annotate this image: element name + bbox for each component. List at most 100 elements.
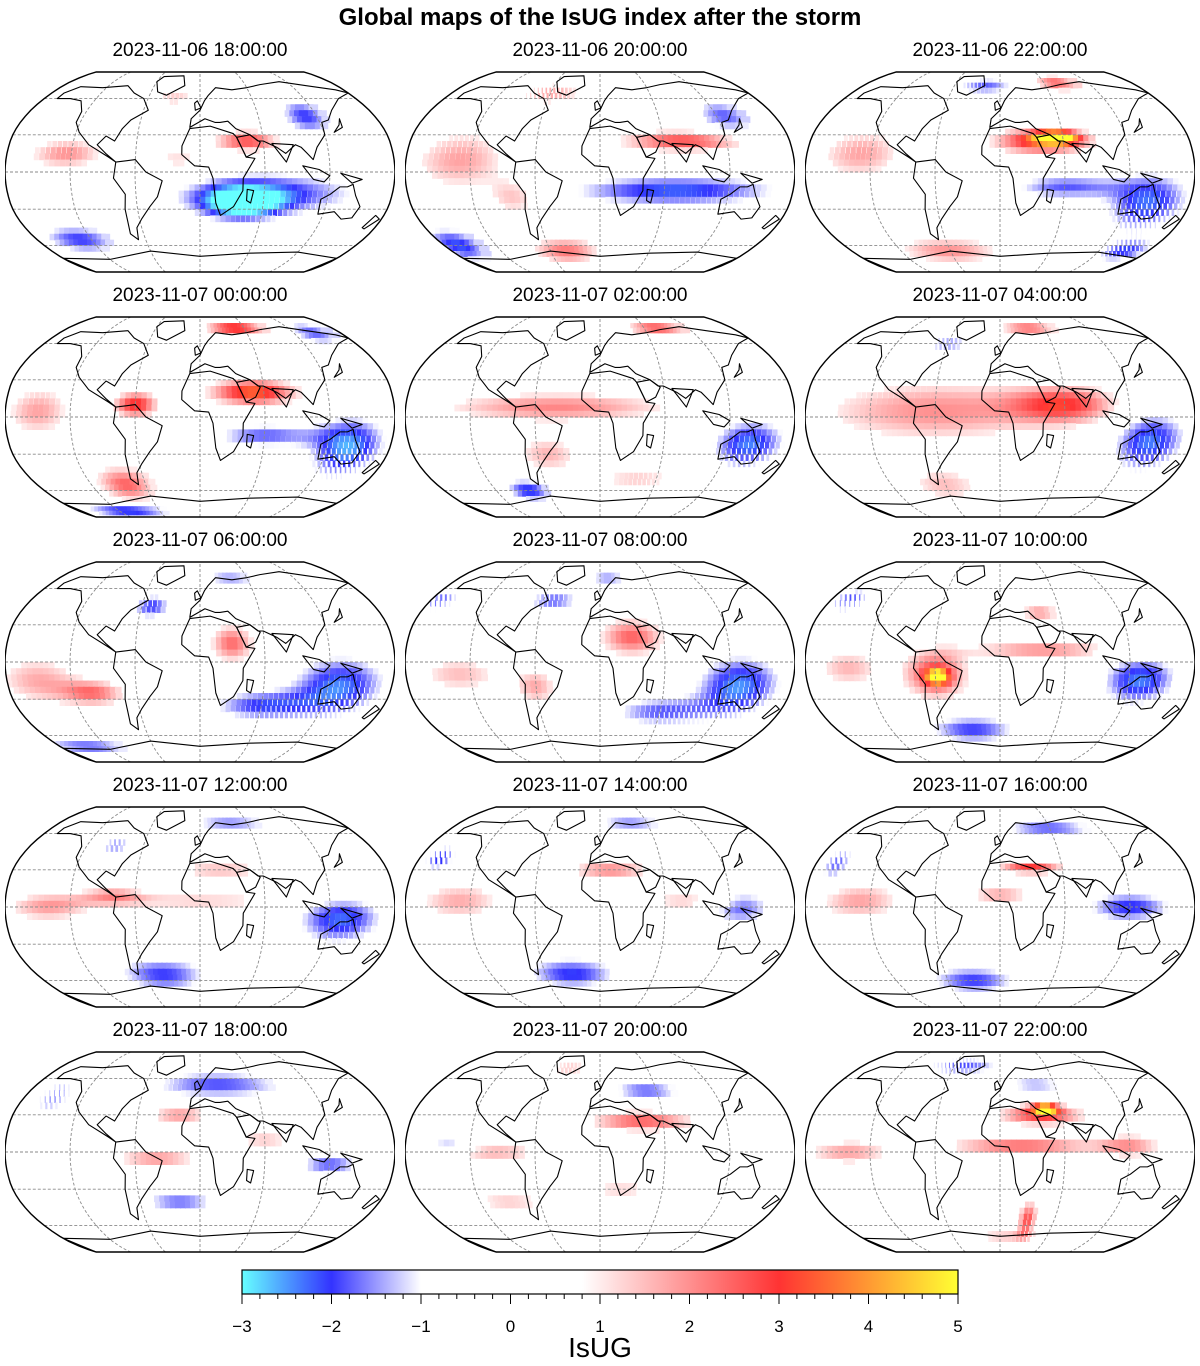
isug-cell: [335, 907, 342, 914]
isug-cell: [843, 900, 849, 908]
coastline: [271, 387, 294, 408]
isug-cell: [470, 159, 477, 167]
isug-cell: [135, 1158, 142, 1165]
isug-cell: [632, 327, 640, 334]
isug-cell: [248, 398, 255, 406]
isug-cell: [562, 410, 569, 418]
isug-cell: [37, 913, 45, 920]
isug-cell: [994, 392, 1001, 399]
isug-cell: [317, 925, 323, 933]
isug-cell: [864, 417, 871, 424]
isug-cell: [965, 735, 972, 742]
isug-cell: [615, 869, 622, 877]
isug-cell: [908, 655, 914, 663]
isug-cell: [513, 410, 520, 418]
isug-cell: [159, 1195, 166, 1203]
isug-cell: [762, 668, 768, 675]
isug-cell: [231, 392, 239, 399]
isug-cell: [675, 190, 681, 198]
isug-cell: [529, 410, 536, 418]
isug-cell: [344, 466, 347, 474]
isug-cell: [324, 919, 330, 927]
isug-cell: [221, 649, 228, 657]
isug-cell: [45, 392, 51, 399]
isug-cell: [548, 245, 556, 252]
isug-cell: [1133, 686, 1138, 694]
isug-cell: [1053, 184, 1060, 192]
isug-cell: [1059, 410, 1066, 418]
isug-cell: [551, 410, 558, 418]
isug-cell: [290, 441, 296, 449]
isug-cell: [887, 153, 893, 161]
coastline: [181, 1105, 256, 1196]
isug-cell: [756, 668, 763, 675]
isug-cell: [274, 686, 280, 694]
isug-cell: [37, 417, 44, 424]
isug-cell: [663, 1084, 672, 1091]
isug-cell: [868, 141, 873, 148]
isug-cell: [1036, 817, 1044, 824]
isug-cell: [1162, 900, 1169, 908]
isug-cell: [264, 1139, 271, 1147]
isug-cell: [1107, 680, 1113, 688]
isug-cell: [1037, 398, 1044, 406]
isug-cell: [572, 974, 579, 982]
isug-cell: [1048, 398, 1055, 406]
isug-cell: [751, 913, 757, 920]
isug-cell: [289, 203, 295, 210]
isug-cell: [212, 1078, 219, 1085]
isug-cell: [226, 429, 233, 437]
isug-cell: [375, 441, 380, 449]
isug-cell: [320, 327, 333, 334]
isug-cell: [979, 78, 983, 84]
isug-cell: [990, 968, 997, 976]
isug-cell: [954, 337, 958, 345]
isug-cell: [553, 454, 560, 461]
isug-cell: [167, 153, 174, 161]
isug-cell: [453, 165, 460, 173]
isug-cell: [971, 723, 978, 731]
isug-cell: [951, 680, 959, 688]
isug-cell: [985, 717, 992, 725]
isug-cell: [300, 693, 305, 700]
isug-cell: [127, 472, 135, 480]
isug-cell: [210, 863, 217, 871]
isug-cell: [945, 239, 954, 247]
isug-cell: [962, 668, 969, 675]
isug-cell: [478, 245, 490, 252]
isug-cell: [1151, 417, 1158, 424]
isug-cell: [475, 134, 480, 142]
isug-cell: [678, 134, 685, 142]
isug-cell: [54, 404, 60, 412]
isug-cell: [697, 717, 700, 725]
isug-cell: [989, 643, 996, 651]
isug-cell: [308, 662, 315, 669]
coastline: [981, 125, 1056, 216]
isug-cell: [440, 147, 446, 154]
coastline: [56, 820, 149, 898]
isug-cell: [861, 147, 867, 154]
isug-cell: [690, 196, 696, 204]
isug-cell: [575, 956, 582, 964]
isug-cell: [600, 577, 605, 584]
isug-cell: [141, 472, 149, 480]
isug-cell: [731, 141, 739, 148]
isug-cell: [620, 863, 627, 871]
isug-cell: [872, 147, 878, 154]
isug-cell: [175, 92, 179, 100]
isug-cell: [459, 404, 466, 412]
isug-cell: [449, 851, 451, 859]
isug-cell: [491, 178, 499, 185]
isug-cell: [350, 435, 355, 443]
coastline: [236, 134, 261, 158]
isug-cell: [653, 717, 658, 725]
isug-cell: [941, 239, 949, 247]
isug-cell: [329, 913, 336, 920]
isug-cell: [986, 974, 992, 982]
isug-cell: [232, 817, 240, 824]
isug-cell: [286, 172, 293, 179]
isug-cell: [1156, 454, 1159, 461]
isug-cell: [631, 141, 638, 148]
isug-cell: [307, 435, 313, 443]
robinson-map: [405, 806, 795, 1008]
